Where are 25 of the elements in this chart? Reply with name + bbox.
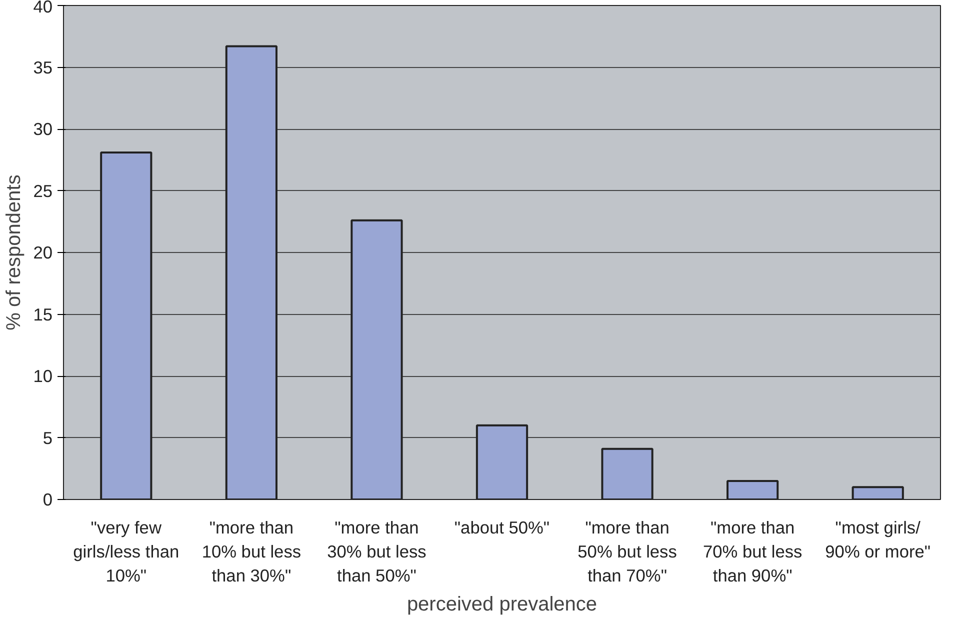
bar (225, 45, 278, 500)
x-axis-title: perceived prevalence (406, 594, 598, 616)
y-tick-label: 0 (42, 490, 53, 510)
x-tick-label: "most girls/ 90% or more" (825, 518, 931, 562)
x-tick-label: "about 50%" (454, 518, 550, 538)
y-axis-title: % of respondents (3, 174, 26, 330)
x-tick-label: "more than 70% but less than 90%" (702, 518, 803, 586)
x-tick-label: "very few girls/less than 10%" (73, 518, 180, 586)
y-tick-label: 30 (33, 119, 53, 139)
bar (350, 219, 403, 500)
y-tick-label: 20 (33, 242, 53, 262)
y-tick-label: 15 (33, 304, 53, 324)
y-tick-label: 40 (33, 0, 53, 16)
y-tick-label: 35 (33, 57, 53, 78)
y-tick-label: 10 (33, 366, 53, 386)
y-tick-label: 5 (42, 428, 53, 448)
x-tick-label: "more than 10% but less than 30%" (202, 518, 302, 586)
x-tick-label: "more than 30% but less than 50%" (327, 518, 427, 586)
bar (476, 424, 528, 500)
bar (852, 486, 904, 500)
x-tick-label: "more than 50% but less than 70%" (578, 518, 678, 586)
bar (726, 480, 779, 500)
y-tick-label: 25 (33, 180, 53, 201)
bar (601, 448, 654, 500)
bar (100, 151, 152, 500)
